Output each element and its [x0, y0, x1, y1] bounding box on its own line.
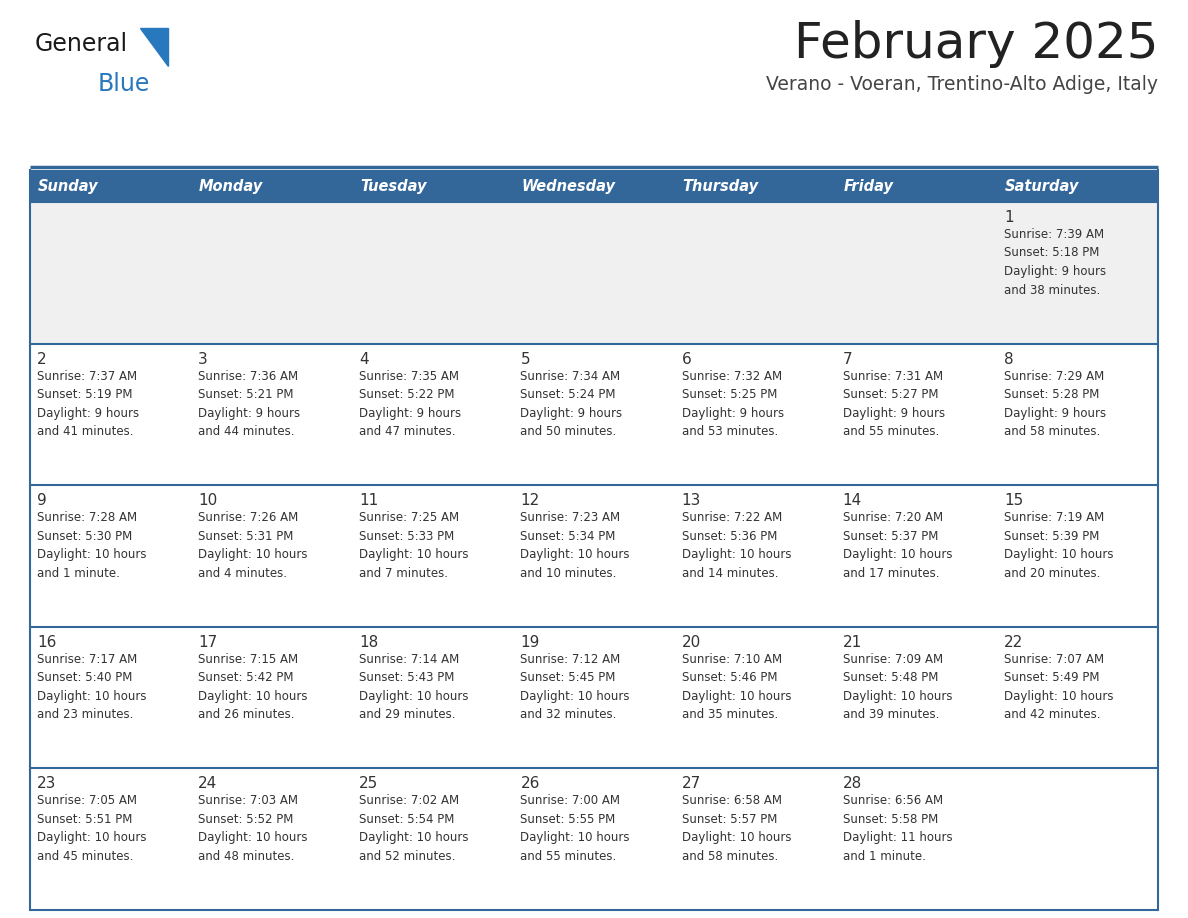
Text: 2: 2	[37, 352, 46, 366]
Text: Sunrise: 7:07 AM
Sunset: 5:49 PM
Daylight: 10 hours
and 42 minutes.: Sunrise: 7:07 AM Sunset: 5:49 PM Dayligh…	[1004, 653, 1113, 722]
Text: Sunrise: 7:26 AM
Sunset: 5:31 PM
Daylight: 10 hours
and 4 minutes.: Sunrise: 7:26 AM Sunset: 5:31 PM Dayligh…	[198, 511, 308, 579]
Text: Sunrise: 6:58 AM
Sunset: 5:57 PM
Daylight: 10 hours
and 58 minutes.: Sunrise: 6:58 AM Sunset: 5:57 PM Dayligh…	[682, 794, 791, 863]
Text: Sunrise: 7:39 AM
Sunset: 5:18 PM
Daylight: 9 hours
and 38 minutes.: Sunrise: 7:39 AM Sunset: 5:18 PM Dayligh…	[1004, 228, 1106, 297]
Text: Monday: Monday	[200, 178, 264, 194]
Text: 17: 17	[198, 635, 217, 650]
Text: Blue: Blue	[97, 72, 151, 96]
Text: Wednesday: Wednesday	[522, 178, 615, 194]
Text: 8: 8	[1004, 352, 1013, 366]
Text: Sunrise: 6:56 AM
Sunset: 5:58 PM
Daylight: 11 hours
and 1 minute.: Sunrise: 6:56 AM Sunset: 5:58 PM Dayligh…	[842, 794, 953, 863]
Text: 13: 13	[682, 493, 701, 509]
Text: Sunrise: 7:15 AM
Sunset: 5:42 PM
Daylight: 10 hours
and 26 minutes.: Sunrise: 7:15 AM Sunset: 5:42 PM Dayligh…	[198, 653, 308, 722]
Text: 26: 26	[520, 777, 539, 791]
Text: 11: 11	[359, 493, 379, 509]
Text: Sunrise: 7:12 AM
Sunset: 5:45 PM
Daylight: 10 hours
and 32 minutes.: Sunrise: 7:12 AM Sunset: 5:45 PM Dayligh…	[520, 653, 630, 722]
Text: 7: 7	[842, 352, 852, 366]
Text: 14: 14	[842, 493, 862, 509]
Bar	[30, 627, 1158, 768]
Bar	[835, 170, 997, 202]
Text: Sunrise: 7:25 AM
Sunset: 5:33 PM
Daylight: 10 hours
and 7 minutes.: Sunrise: 7:25 AM Sunset: 5:33 PM Dayligh…	[359, 511, 469, 579]
Text: 21: 21	[842, 635, 862, 650]
Text: 12: 12	[520, 493, 539, 509]
Text: Sunrise: 7:00 AM
Sunset: 5:55 PM
Daylight: 10 hours
and 55 minutes.: Sunrise: 7:00 AM Sunset: 5:55 PM Dayligh…	[520, 794, 630, 863]
Text: 16: 16	[37, 635, 56, 650]
Text: 24: 24	[198, 777, 217, 791]
Text: Sunrise: 7:29 AM
Sunset: 5:28 PM
Daylight: 9 hours
and 58 minutes.: Sunrise: 7:29 AM Sunset: 5:28 PM Dayligh…	[1004, 370, 1106, 438]
Text: 25: 25	[359, 777, 379, 791]
Bar	[30, 768, 1158, 910]
Text: Friday: Friday	[843, 178, 893, 194]
Polygon shape	[140, 28, 168, 66]
Bar	[30, 343, 1158, 486]
Text: Sunrise: 7:34 AM
Sunset: 5:24 PM
Daylight: 9 hours
and 50 minutes.: Sunrise: 7:34 AM Sunset: 5:24 PM Dayligh…	[520, 370, 623, 438]
Bar	[30, 486, 1158, 627]
Text: Sunrise: 7:23 AM
Sunset: 5:34 PM
Daylight: 10 hours
and 10 minutes.: Sunrise: 7:23 AM Sunset: 5:34 PM Dayligh…	[520, 511, 630, 579]
Text: 27: 27	[682, 777, 701, 791]
Text: Sunrise: 7:17 AM
Sunset: 5:40 PM
Daylight: 10 hours
and 23 minutes.: Sunrise: 7:17 AM Sunset: 5:40 PM Dayligh…	[37, 653, 146, 722]
Text: Sunrise: 7:10 AM
Sunset: 5:46 PM
Daylight: 10 hours
and 35 minutes.: Sunrise: 7:10 AM Sunset: 5:46 PM Dayligh…	[682, 653, 791, 722]
Text: 22: 22	[1004, 635, 1023, 650]
Bar	[191, 170, 353, 202]
Text: Sunrise: 7:31 AM
Sunset: 5:27 PM
Daylight: 9 hours
and 55 minutes.: Sunrise: 7:31 AM Sunset: 5:27 PM Dayligh…	[842, 370, 944, 438]
Text: Sunrise: 7:36 AM
Sunset: 5:21 PM
Daylight: 9 hours
and 44 minutes.: Sunrise: 7:36 AM Sunset: 5:21 PM Dayligh…	[198, 370, 301, 438]
Text: 19: 19	[520, 635, 539, 650]
Text: 1: 1	[1004, 210, 1013, 225]
Text: Sunrise: 7:20 AM
Sunset: 5:37 PM
Daylight: 10 hours
and 17 minutes.: Sunrise: 7:20 AM Sunset: 5:37 PM Dayligh…	[842, 511, 953, 579]
Text: Sunrise: 7:28 AM
Sunset: 5:30 PM
Daylight: 10 hours
and 1 minute.: Sunrise: 7:28 AM Sunset: 5:30 PM Dayligh…	[37, 511, 146, 579]
Bar	[513, 170, 675, 202]
Text: Sunrise: 7:05 AM
Sunset: 5:51 PM
Daylight: 10 hours
and 45 minutes.: Sunrise: 7:05 AM Sunset: 5:51 PM Dayligh…	[37, 794, 146, 863]
Bar	[353, 170, 513, 202]
Text: Sunrise: 7:37 AM
Sunset: 5:19 PM
Daylight: 9 hours
and 41 minutes.: Sunrise: 7:37 AM Sunset: 5:19 PM Dayligh…	[37, 370, 139, 438]
Text: February 2025: February 2025	[794, 20, 1158, 68]
Text: Sunrise: 7:09 AM
Sunset: 5:48 PM
Daylight: 10 hours
and 39 minutes.: Sunrise: 7:09 AM Sunset: 5:48 PM Dayligh…	[842, 653, 953, 722]
Text: 5: 5	[520, 352, 530, 366]
Text: 18: 18	[359, 635, 379, 650]
Text: Saturday: Saturday	[1005, 178, 1079, 194]
Text: 9: 9	[37, 493, 46, 509]
Text: Sunrise: 7:02 AM
Sunset: 5:54 PM
Daylight: 10 hours
and 52 minutes.: Sunrise: 7:02 AM Sunset: 5:54 PM Dayligh…	[359, 794, 469, 863]
Text: General: General	[34, 32, 128, 56]
Text: Sunrise: 7:14 AM
Sunset: 5:43 PM
Daylight: 10 hours
and 29 minutes.: Sunrise: 7:14 AM Sunset: 5:43 PM Dayligh…	[359, 653, 469, 722]
Text: Sunrise: 7:35 AM
Sunset: 5:22 PM
Daylight: 9 hours
and 47 minutes.: Sunrise: 7:35 AM Sunset: 5:22 PM Dayligh…	[359, 370, 461, 438]
Text: 23: 23	[37, 777, 56, 791]
Text: Sunrise: 7:32 AM
Sunset: 5:25 PM
Daylight: 9 hours
and 53 minutes.: Sunrise: 7:32 AM Sunset: 5:25 PM Dayligh…	[682, 370, 784, 438]
Text: Sunday: Sunday	[38, 178, 99, 194]
Text: Sunrise: 7:22 AM
Sunset: 5:36 PM
Daylight: 10 hours
and 14 minutes.: Sunrise: 7:22 AM Sunset: 5:36 PM Dayligh…	[682, 511, 791, 579]
Text: Sunrise: 7:19 AM
Sunset: 5:39 PM
Daylight: 10 hours
and 20 minutes.: Sunrise: 7:19 AM Sunset: 5:39 PM Dayligh…	[1004, 511, 1113, 579]
Text: 6: 6	[682, 352, 691, 366]
Text: 10: 10	[198, 493, 217, 509]
Text: 3: 3	[198, 352, 208, 366]
Text: 28: 28	[842, 777, 862, 791]
Text: 15: 15	[1004, 493, 1023, 509]
Text: Thursday: Thursday	[683, 178, 759, 194]
Bar	[997, 170, 1158, 202]
Text: 4: 4	[359, 352, 369, 366]
Bar	[675, 170, 835, 202]
Bar	[30, 202, 1158, 343]
Text: Tuesday: Tuesday	[360, 178, 426, 194]
Text: Verano - Voeran, Trentino-Alto Adige, Italy: Verano - Voeran, Trentino-Alto Adige, It…	[766, 75, 1158, 94]
Text: 20: 20	[682, 635, 701, 650]
Bar	[30, 170, 191, 202]
Text: Sunrise: 7:03 AM
Sunset: 5:52 PM
Daylight: 10 hours
and 48 minutes.: Sunrise: 7:03 AM Sunset: 5:52 PM Dayligh…	[198, 794, 308, 863]
